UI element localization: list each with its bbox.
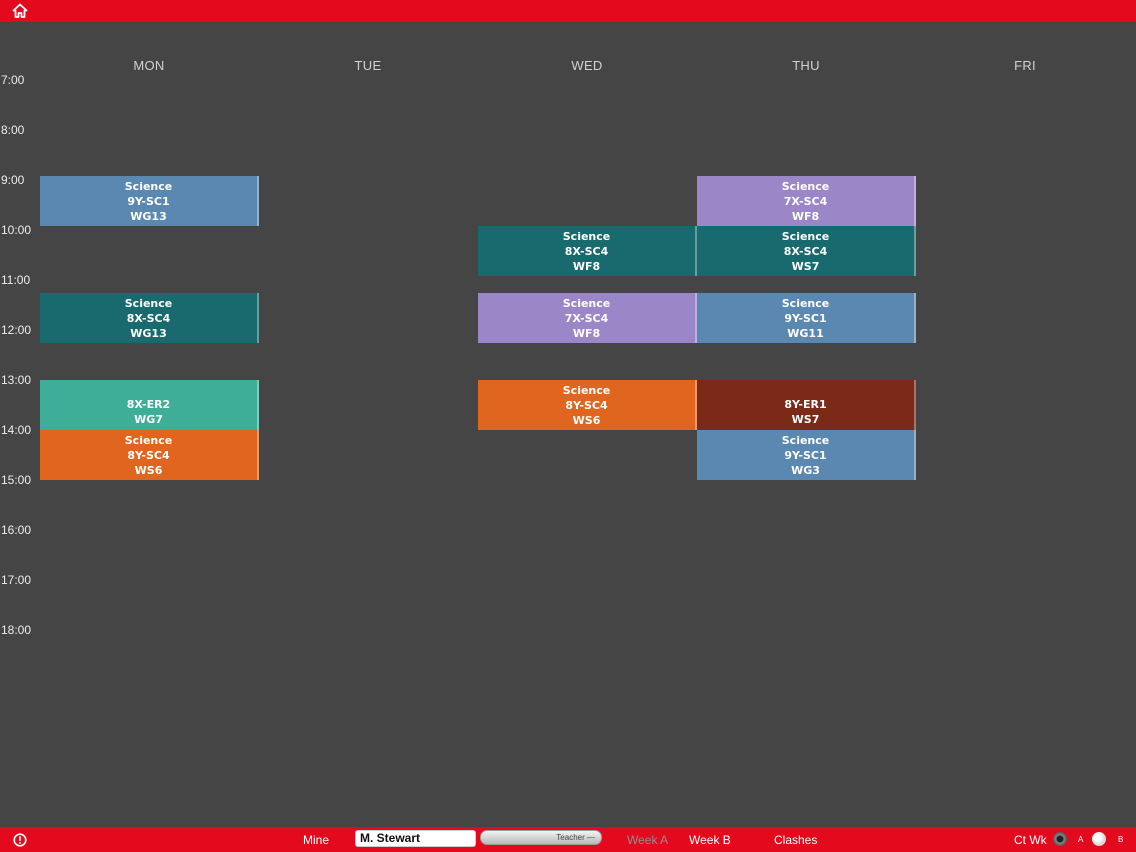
time-label: 16:00 [1,523,32,537]
time-label: 7:00 [1,73,25,87]
lesson-room: WG13 [130,326,167,340]
radio-label-b: B [1118,835,1124,844]
lesson-class: 8Y-SC4 [565,398,608,412]
radio-label-a: A [1078,835,1084,844]
day-header-thu: THU [792,58,820,73]
current-week-label: Ct Wk [1014,833,1047,847]
lesson-class: 9Y-SC1 [784,448,827,462]
week-radio-a[interactable] [1092,832,1106,846]
time-label: 15:00 [1,473,32,487]
lesson-room: WG3 [791,463,820,477]
home-icon[interactable] [12,3,28,19]
lesson-class: 9Y-SC1 [784,311,827,325]
lesson-class: 7X-SC4 [783,194,828,208]
lesson-room: WF8 [572,326,601,340]
lesson-thu-7x-sc4[interactable]: Science 7X-SC4 WF8 [697,176,916,226]
lesson-class: 9Y-SC1 [127,194,170,208]
lesson-subject: Science [562,296,611,310]
week-b-button[interactable]: Week B [689,833,731,847]
lesson-room: WS6 [572,413,601,427]
lesson-mon-8x-sc4[interactable]: Science 8X-SC4 WG13 [40,293,259,343]
time-label: 14:00 [1,423,32,437]
info-icon[interactable] [13,833,27,847]
week-radio-current[interactable] [1053,832,1067,846]
time-label: 18:00 [1,623,32,637]
lesson-class: 8X-ER2 [126,398,171,411]
lesson-thu-8x-sc4[interactable]: Science 8X-SC4 WS7 [697,226,916,276]
time-label: 10:00 [1,223,32,237]
lesson-subject: Science [781,296,830,310]
time-label: 9:00 [1,173,25,187]
day-header-wed: WED [571,58,603,73]
time-label: 17:00 [1,573,32,587]
lesson-subject: Science [124,179,173,193]
lesson-room: WG13 [130,209,167,223]
lesson-wed-8y-sc4[interactable]: Science 8Y-SC4 WS6 [478,380,697,430]
lesson-subject: Science [781,433,830,447]
time-label: 13:00 [1,373,32,387]
lesson-room: WG11 [787,326,824,340]
lesson-mon-9y-sc1[interactable]: Science 9Y-SC1 WG13 [40,176,259,226]
lesson-thu-9y-sc1-afternoon[interactable]: Science 9Y-SC1 WG3 [697,430,916,480]
week-a-button[interactable]: Week A [627,833,669,847]
lesson-subject: Science [781,179,830,193]
day-header-mon: MON [133,58,165,73]
teacher-name-field[interactable]: M. Stewart [355,830,476,847]
lesson-subject: Science [124,296,173,310]
time-label: 8:00 [1,123,25,137]
lesson-class: 8X-SC4 [564,244,609,258]
lesson-room: WS7 [791,413,820,426]
lesson-class: 8Y-ER1 [784,398,827,411]
teacher-type-select[interactable]: Teacher — [480,830,602,845]
lesson-thu-9y-sc1[interactable]: Science 9Y-SC1 WG11 [697,293,916,343]
lesson-class: 8X-SC4 [126,311,171,325]
lesson-subject: Science [781,229,830,243]
lesson-subject: Science [562,383,611,397]
lesson-room: WG7 [134,413,163,426]
lesson-mon-8y-sc4[interactable]: Science 8Y-SC4 WS6 [40,430,259,480]
lesson-room: WS7 [791,259,820,273]
time-label: 12:00 [1,323,32,337]
lesson-subject: Science [124,433,173,447]
day-header-tue: TUE [354,58,382,73]
top-bar [0,0,1136,22]
lesson-mon-8x-er2[interactable]: 8X-ER2 WG7 [40,380,259,430]
bottom-bar: Mine M. Stewart Teacher — Week A Week B … [0,827,1136,852]
lesson-class: 7X-SC4 [564,311,609,325]
lesson-room: WF8 [791,209,820,223]
lesson-room: WF8 [572,259,601,273]
day-header-fri: FRI [1014,58,1036,73]
time-label: 11:00 [1,273,31,287]
lesson-subject: Science [562,229,611,243]
lesson-wed-8x-sc4[interactable]: Science 8X-SC4 WF8 [478,226,697,276]
chevron-down-icon: — [584,833,595,842]
lesson-class: 8Y-SC4 [127,448,170,462]
clashes-button[interactable]: Clashes [774,833,818,847]
lesson-room: WS6 [134,463,163,477]
lesson-class: 8X-SC4 [783,244,828,258]
mine-button[interactable]: Mine [303,833,330,847]
lesson-thu-8y-er1[interactable]: 8Y-ER1 WS7 [697,380,916,430]
lesson-wed-7x-sc4[interactable]: Science 7X-SC4 WF8 [478,293,697,343]
teacher-type-label: Teacher [556,833,585,842]
